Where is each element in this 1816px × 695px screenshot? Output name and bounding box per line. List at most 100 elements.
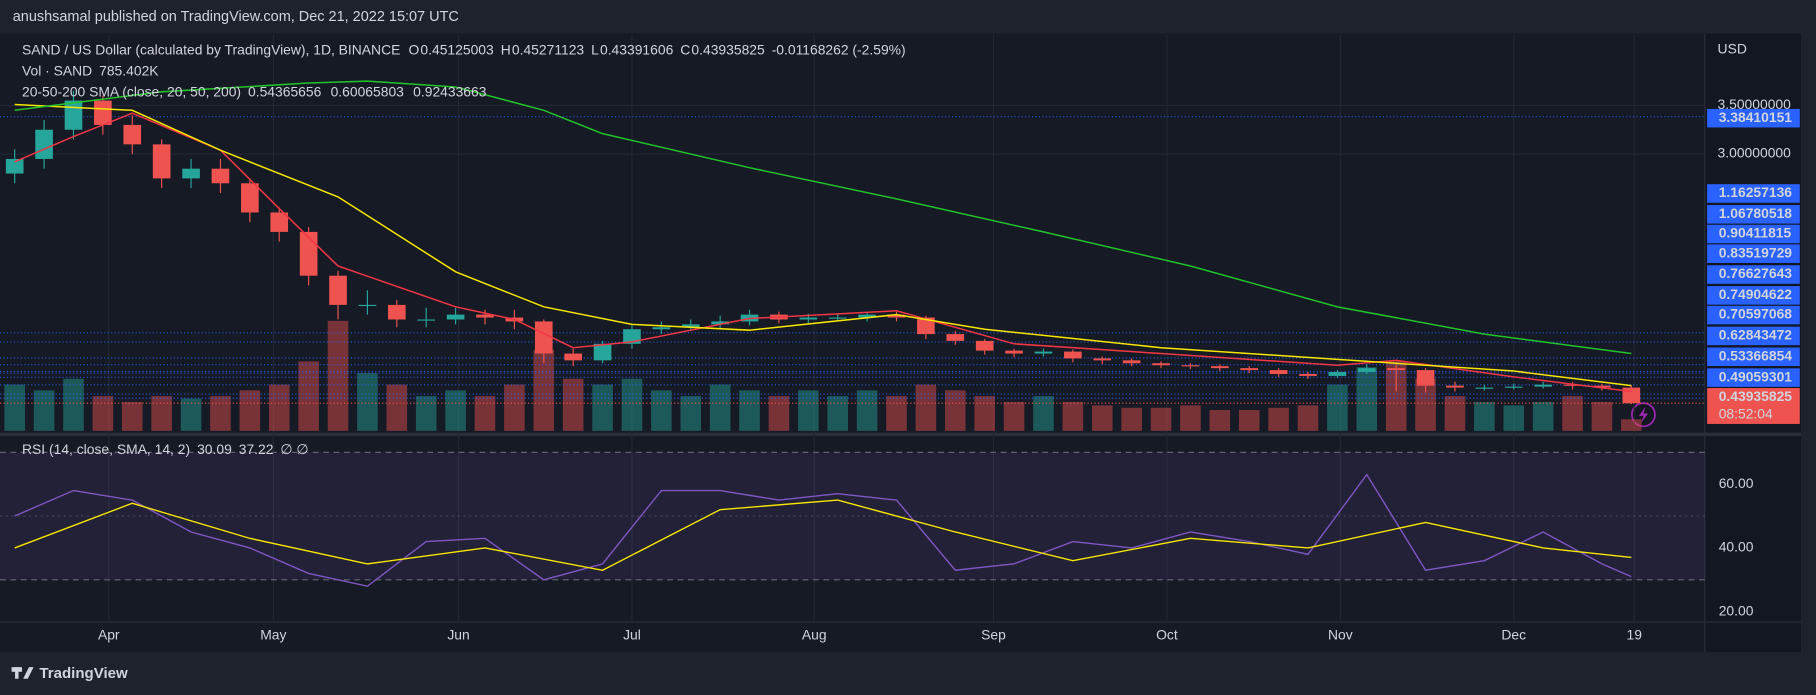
x-tick-label: Jun bbox=[447, 627, 469, 643]
candle-body bbox=[35, 129, 53, 159]
candle-body bbox=[1181, 365, 1200, 367]
candle-body bbox=[211, 168, 230, 184]
volume-bar bbox=[974, 396, 995, 431]
candle-body bbox=[5, 158, 24, 174]
publisher: anushsamal published on TradingView.com,… bbox=[13, 9, 459, 25]
volume-bar bbox=[357, 372, 378, 431]
level-badge bbox=[1707, 244, 1800, 263]
candle-body bbox=[1152, 363, 1170, 366]
volume-bar bbox=[1444, 396, 1466, 431]
volume-bar bbox=[1003, 401, 1025, 431]
ohlc-label: H bbox=[501, 42, 511, 58]
x-tick-label: Apr bbox=[98, 627, 120, 643]
candle-body bbox=[681, 324, 700, 328]
level-label: 0.76627643 bbox=[1719, 265, 1793, 281]
x-tick-label: Aug bbox=[802, 627, 827, 643]
x-tick-label: Nov bbox=[1328, 627, 1353, 643]
candle-body bbox=[241, 183, 259, 213]
candle-body bbox=[1064, 351, 1082, 359]
volume-bar bbox=[474, 396, 496, 431]
symbol-title: SAND / US Dollar (calculated by TradingV… bbox=[22, 42, 400, 58]
last-price-label: 0.43935825 bbox=[1719, 388, 1793, 404]
volume-bar bbox=[1238, 410, 1260, 431]
volume-bar bbox=[1033, 396, 1054, 431]
x-tick-label: Oct bbox=[1156, 627, 1178, 643]
candle-body bbox=[358, 304, 377, 307]
volume-bar bbox=[63, 378, 84, 431]
volume-bar bbox=[180, 398, 202, 431]
candle-body bbox=[564, 353, 582, 361]
rsi-title: RSI (14, close, SMA, 14, 2) bbox=[22, 441, 190, 457]
candle-body bbox=[828, 317, 847, 319]
candle-body bbox=[917, 317, 935, 335]
sma-value: 0.92433663 bbox=[413, 83, 487, 99]
candle-body bbox=[152, 144, 171, 179]
ohlc-value: 0.43391606 bbox=[600, 42, 674, 58]
candle-body bbox=[1416, 370, 1435, 386]
volume-bar bbox=[4, 384, 25, 431]
candle-body bbox=[64, 100, 83, 130]
candle-body bbox=[299, 231, 318, 276]
level-badge bbox=[1707, 368, 1800, 387]
y-tick-label: 3.00000000 bbox=[1718, 145, 1792, 161]
candle-body bbox=[1299, 373, 1317, 376]
volume-bar bbox=[680, 396, 702, 431]
level-badge bbox=[1707, 326, 1800, 346]
candle-body bbox=[1269, 370, 1288, 374]
footer-brand: TradingView bbox=[39, 665, 128, 682]
volume-bar bbox=[415, 396, 437, 431]
volume-bar bbox=[1091, 405, 1113, 431]
sma-title: 20-50-200 SMA (close, 20, 50, 200) bbox=[22, 83, 241, 99]
rsi-line bbox=[14, 473, 1632, 587]
candle-body bbox=[1034, 351, 1053, 354]
y-tick-label: 20.00 bbox=[1719, 602, 1754, 618]
candle-body bbox=[1387, 368, 1406, 371]
candle-body bbox=[1357, 368, 1376, 373]
volume-bar bbox=[533, 349, 555, 431]
volume-bar bbox=[1121, 407, 1142, 431]
candle-body bbox=[858, 314, 876, 318]
candle-body bbox=[593, 343, 612, 361]
volume-bar bbox=[1503, 405, 1525, 431]
volume-bar bbox=[386, 384, 408, 431]
candle-body bbox=[1093, 358, 1112, 361]
level-badge bbox=[1707, 347, 1800, 367]
volume-bar bbox=[1532, 401, 1554, 431]
candle-body bbox=[182, 168, 200, 179]
volume-bar bbox=[504, 384, 525, 431]
volume-bar bbox=[1621, 419, 1642, 431]
ohlc-value: 0.45271123 bbox=[512, 42, 585, 58]
volume-bar bbox=[1150, 407, 1172, 431]
volume-bar bbox=[121, 401, 143, 431]
ohlc-label: C bbox=[680, 42, 690, 58]
volume-bar bbox=[327, 320, 349, 431]
level-badge bbox=[1707, 205, 1800, 224]
volume-bar bbox=[151, 396, 172, 431]
volume-value: 785.402K bbox=[99, 63, 159, 79]
volume-bar bbox=[92, 396, 114, 431]
volume-title: Vol · SAND bbox=[22, 63, 92, 79]
candle-body bbox=[387, 304, 406, 320]
level-label: 0.49059301 bbox=[1719, 368, 1793, 384]
volume-bar bbox=[1297, 405, 1319, 431]
candle-body bbox=[1504, 386, 1523, 388]
candle-body bbox=[270, 212, 289, 232]
ohlc-value: 0.45125003 bbox=[420, 42, 494, 58]
volume-bar bbox=[621, 378, 643, 431]
sma-value: 0.60065803 bbox=[331, 83, 405, 99]
level-label: 0.74904622 bbox=[1719, 286, 1793, 302]
currency: USD bbox=[1718, 41, 1747, 57]
volume-bar bbox=[592, 384, 613, 431]
level-label: 1.06780518 bbox=[1719, 205, 1793, 221]
candle-body bbox=[417, 319, 436, 321]
sma-line bbox=[14, 103, 1632, 387]
volume-bar bbox=[1356, 367, 1378, 431]
candle-body bbox=[446, 314, 465, 320]
candle-body bbox=[799, 317, 818, 320]
level-label: 3.38410151 bbox=[1719, 109, 1793, 125]
ohlc-value: 0.43935825 bbox=[691, 42, 765, 58]
volume-bar bbox=[1327, 384, 1348, 431]
volume-bar bbox=[1562, 396, 1583, 431]
